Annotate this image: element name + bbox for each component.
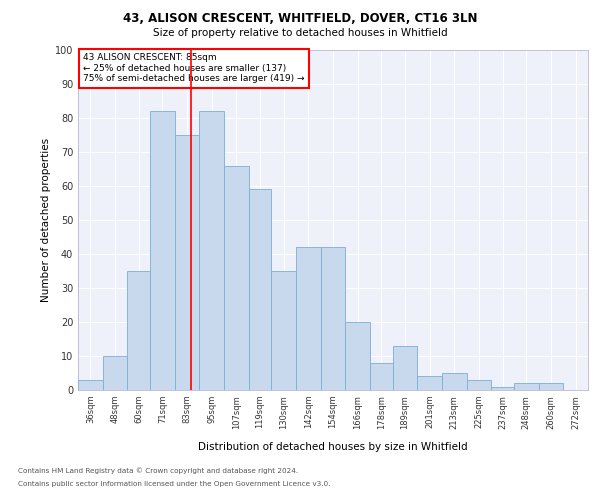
Bar [175,135,199,390]
Bar [78,380,103,390]
Bar [392,346,418,390]
Bar [150,111,175,390]
Bar [467,380,491,390]
Bar [346,322,370,390]
Bar [442,373,467,390]
Bar [224,166,248,390]
Text: Contains HM Land Registry data © Crown copyright and database right 2024.: Contains HM Land Registry data © Crown c… [18,468,298,474]
Bar [320,247,346,390]
Text: 43 ALISON CRESCENT: 85sqm
← 25% of detached houses are smaller (137)
75% of semi: 43 ALISON CRESCENT: 85sqm ← 25% of detac… [83,54,305,83]
Bar [127,271,150,390]
Bar [199,111,224,390]
Bar [248,190,271,390]
Bar [271,271,296,390]
Bar [418,376,442,390]
Bar [370,363,392,390]
Bar [103,356,127,390]
Bar [296,247,320,390]
Bar [514,383,539,390]
Text: Distribution of detached houses by size in Whitfield: Distribution of detached houses by size … [198,442,468,452]
Bar [539,383,563,390]
Text: Size of property relative to detached houses in Whitfield: Size of property relative to detached ho… [152,28,448,38]
Text: 43, ALISON CRESCENT, WHITFIELD, DOVER, CT16 3LN: 43, ALISON CRESCENT, WHITFIELD, DOVER, C… [123,12,477,26]
Text: Contains public sector information licensed under the Open Government Licence v3: Contains public sector information licen… [18,481,331,487]
Y-axis label: Number of detached properties: Number of detached properties [41,138,50,302]
Bar [491,386,514,390]
